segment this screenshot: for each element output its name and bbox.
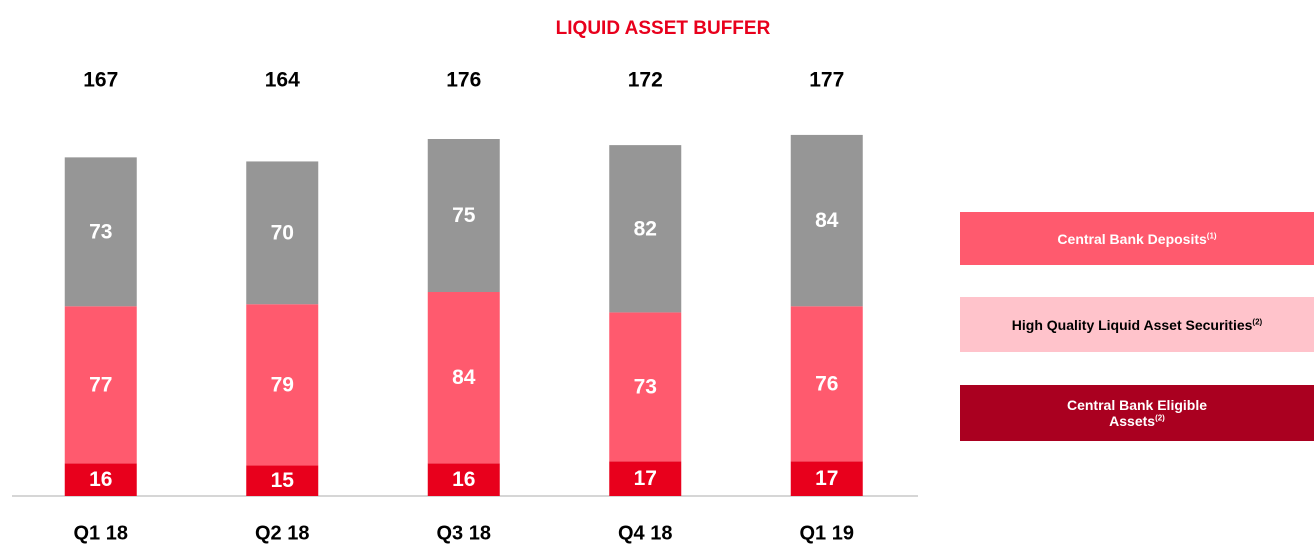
value-label: 84 — [452, 366, 476, 389]
value-label: 70 — [271, 221, 294, 244]
bar-segment — [427, 463, 500, 496]
bar-segment — [246, 465, 319, 496]
x-tick-label: Q3 18 — [437, 522, 491, 544]
legend-text: Central Bank Eligible Assets — [1066, 397, 1208, 429]
legend-note: (1) — [1206, 230, 1217, 240]
legend-item: High Quality Liquid Asset Securities(2) — [960, 297, 1314, 352]
bar-segment — [246, 161, 319, 305]
x-tick-label: Q4 18 — [618, 522, 672, 544]
chart-title: LIQUID ASSET BUFFER — [556, 18, 771, 39]
value-label: 17 — [634, 467, 657, 490]
value-label: 76 — [815, 372, 838, 395]
total-label: 176 — [446, 69, 481, 92]
bar-segment — [609, 145, 682, 313]
bar-segment — [609, 461, 682, 496]
bar-segment — [64, 306, 137, 464]
bar-segment — [790, 134, 863, 307]
value-label: 79 — [271, 373, 294, 396]
total-label: 164 — [265, 69, 300, 92]
bar-segment — [427, 139, 500, 292]
legend-text: Central Bank Deposits — [1057, 230, 1207, 247]
bar-segment — [64, 157, 137, 307]
bar-segment — [64, 463, 137, 496]
legend-item: Central Bank Eligible Assets(2) — [960, 385, 1314, 441]
value-label: 16 — [452, 468, 475, 491]
value-label: 17 — [815, 467, 838, 490]
total-label: 167 — [83, 69, 118, 92]
x-tick-label: Q2 18 — [255, 522, 309, 544]
x-tick-label: Q1 19 — [800, 522, 854, 544]
value-label: 84 — [815, 209, 839, 232]
total-label: 172 — [628, 69, 663, 92]
value-label: 82 — [634, 217, 657, 240]
value-label: 73 — [89, 220, 112, 243]
bar-segment — [427, 292, 500, 464]
bar-segment — [609, 312, 682, 462]
total-label: 177 — [809, 69, 844, 92]
value-label: 15 — [271, 469, 295, 492]
value-label: 16 — [89, 468, 112, 491]
legend-item: Central Bank Deposits(1) — [960, 212, 1314, 265]
legend-note: (2) — [1252, 316, 1263, 326]
bar-segment — [790, 306, 863, 462]
bar-segment — [790, 461, 863, 496]
legend-note: (2) — [1155, 413, 1165, 423]
x-tick-label: Q1 18 — [74, 522, 128, 544]
value-label: 75 — [452, 204, 476, 227]
value-label: 73 — [634, 375, 657, 398]
bar-segment — [246, 304, 319, 466]
value-label: 77 — [89, 373, 112, 396]
legend-text: High Quality Liquid Asset Securities — [1011, 316, 1253, 333]
